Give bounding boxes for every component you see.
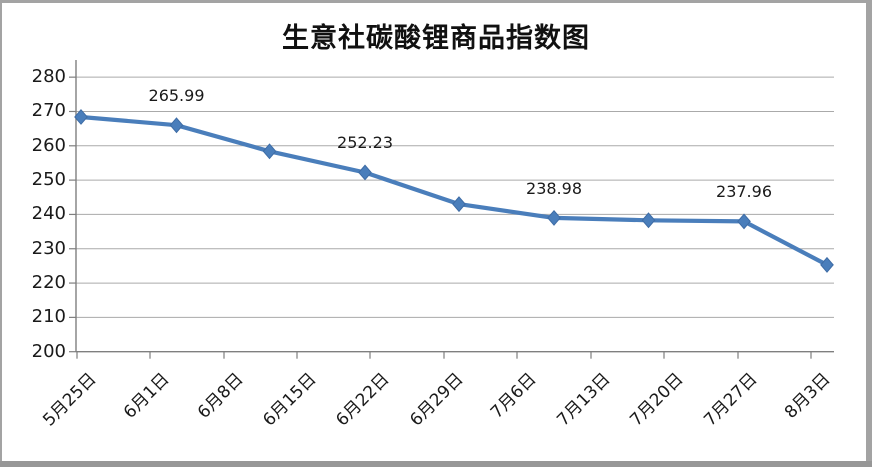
point-data-label: 252.23 (337, 133, 393, 153)
data-point-marker (452, 196, 466, 213)
data-point-marker (641, 212, 656, 229)
y-tick-label: 210 (31, 306, 66, 328)
data-point-marker (262, 143, 277, 160)
y-tick-label: 230 (31, 237, 66, 259)
data-point-marker (820, 256, 834, 273)
y-tick-label: 240 (31, 203, 66, 225)
chart-title: 生意社碳酸锂商品指数图 (282, 23, 590, 54)
data-point-marker (74, 109, 88, 125)
data-point-marker (169, 117, 184, 134)
y-tick-label: 270 (31, 100, 66, 122)
window-border-top (0, 0, 872, 3)
y-tick-label: 250 (31, 169, 66, 191)
y-tick-label: 220 (31, 272, 66, 294)
point-data-label: 265.99 (148, 86, 205, 106)
y-tick-label: 200 (31, 340, 66, 362)
data-point-marker (737, 213, 751, 230)
y-tick-label: 260 (31, 134, 66, 156)
data-point-marker (547, 209, 561, 226)
y-tick-label: 280 (31, 66, 66, 88)
window-border-right (866, 0, 872, 467)
window-border-bottom (0, 461, 872, 467)
point-data-label: 237.96 (716, 182, 772, 202)
point-data-label: 238.98 (526, 178, 582, 198)
window-border-left (0, 0, 2, 467)
data-point-marker (358, 164, 372, 181)
